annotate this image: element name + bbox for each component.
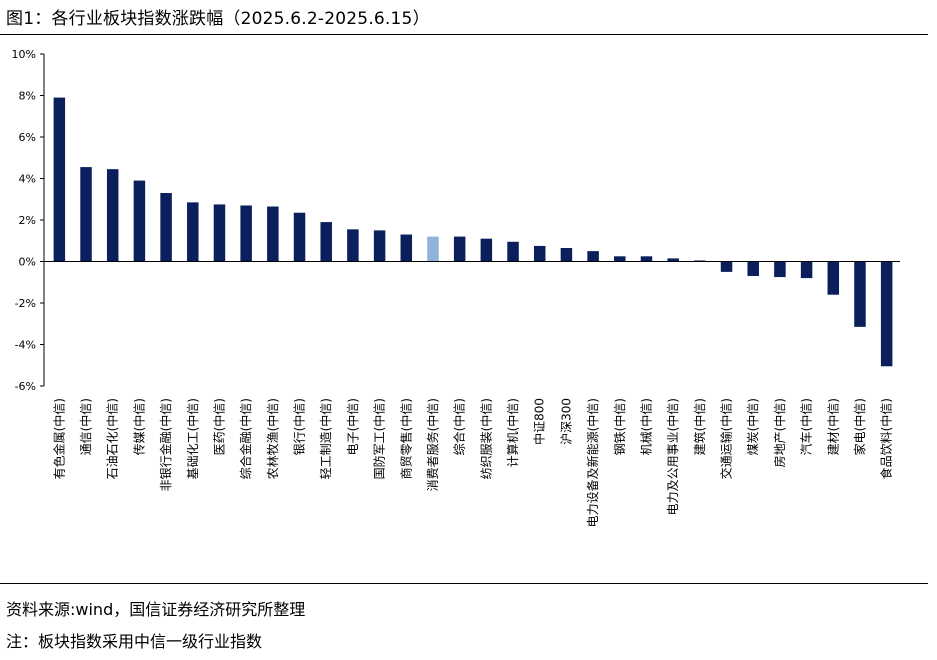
- bar: [106, 169, 119, 262]
- top-rule: [0, 34, 928, 35]
- x-tick-label: 医药(中信): [211, 398, 226, 455]
- source-note: 资料来源:wind，国信证券经济研究所整理: [6, 600, 306, 619]
- y-tick-label: -2%: [15, 297, 36, 310]
- bar: [560, 248, 573, 262]
- bar: [747, 261, 759, 277]
- bar: [480, 238, 493, 262]
- x-tick-label: 家电(中信): [852, 398, 867, 455]
- bar: [427, 236, 439, 262]
- bar: [320, 222, 332, 262]
- x-axis: 有色金属(中信) 通信(中信) 石油石化(中信) 传媒(中信) 非银行金融(中信) 基础化…: [44, 261, 900, 527]
- bar: [640, 256, 653, 262]
- x-tick-label: 电力设备及新能源(中信): [585, 398, 600, 527]
- y-tick-label: 10%: [12, 48, 36, 61]
- bar: [160, 193, 172, 262]
- figure-title: 图1：各行业板块指数涨跌幅（2025.6.2-2025.6.15）: [6, 9, 430, 29]
- bar: [667, 258, 679, 262]
- bar: [507, 241, 519, 262]
- x-tick-label: 电子(中信): [345, 398, 360, 455]
- x-tick-label: 煤炭(中信): [745, 398, 760, 455]
- x-tick-label: 综合金融(中信): [238, 398, 253, 479]
- bar: [720, 261, 733, 272]
- bar: [267, 206, 279, 262]
- x-tick-label: 食品饮料(中信): [879, 398, 894, 479]
- y-tick-label: -4%: [15, 339, 36, 352]
- y-tick-label: -6%: [15, 380, 36, 393]
- bar: [133, 180, 146, 262]
- bar: [187, 202, 199, 262]
- x-tick-label: 钢铁(中信): [612, 398, 627, 455]
- y-tick-label: 4%: [19, 173, 36, 186]
- x-tick-label: 中证800: [532, 398, 547, 445]
- x-tick-label: 计算机(中信): [505, 398, 520, 467]
- x-tick-label: 传媒(中信): [131, 398, 146, 455]
- bar: [587, 251, 599, 262]
- bottom-rule: [0, 583, 928, 584]
- bar: [694, 260, 706, 262]
- bar: [213, 204, 226, 262]
- bar: [533, 245, 546, 262]
- x-tick-label: 有色金属(中信): [51, 398, 66, 479]
- bar: [400, 234, 413, 262]
- bar: [854, 261, 866, 327]
- x-tick-label: 建材(中信): [825, 398, 840, 455]
- x-tick-label: 石油石化(中信): [105, 398, 120, 479]
- x-tick-label: 非银行金融(中信): [158, 398, 173, 491]
- footnote: 注：板块指数采用中信一级行业指数: [6, 632, 263, 651]
- bar: [880, 261, 893, 367]
- bar: [80, 167, 92, 262]
- y-axis: -6% -4% -2% 0% 2% 4% 6% 8% 10%: [12, 48, 45, 393]
- x-tick-label: 房地产(中信): [772, 398, 787, 467]
- x-tick-label: 机械(中信): [638, 398, 653, 455]
- bars: [53, 97, 893, 367]
- x-tick-label: 基础化工(中信): [185, 398, 200, 479]
- x-tick-label: 通信(中信): [78, 398, 93, 455]
- bar: [373, 230, 386, 262]
- x-tick-label: 农林牧渔(中信): [265, 398, 280, 479]
- x-tick-label: 纺织服装(中信): [478, 398, 493, 479]
- bar: [347, 229, 359, 262]
- bar: [53, 97, 66, 262]
- y-tick-label: 0%: [19, 256, 36, 269]
- x-tick-label: 国防军工(中信): [372, 398, 387, 479]
- bar: [453, 236, 466, 262]
- x-tick-label: 建筑(中信): [692, 398, 707, 455]
- bar: [293, 212, 306, 262]
- x-tick-label: 综合(中信): [452, 398, 467, 455]
- x-tick-label: 轻工制造(中信): [318, 398, 333, 479]
- x-tick-label: 汽车(中信): [799, 398, 814, 455]
- bar: [240, 205, 252, 262]
- y-tick-label: 6%: [19, 131, 36, 144]
- x-tick-label: 电力及公用事业(中信): [665, 398, 680, 515]
- x-tick-label: 交通运输(中信): [719, 398, 734, 479]
- bar-chart: -6% -4% -2% 0% 2% 4% 6% 8% 10% 有色金属(中信) 通信(中信) 石油石…: [12, 48, 900, 527]
- x-tick-label: 沪深300: [559, 398, 573, 445]
- bar: [800, 261, 813, 279]
- bar: [774, 261, 786, 278]
- bar: [614, 256, 626, 262]
- x-tick-label: 消费者服务(中信): [425, 398, 440, 491]
- y-tick-label: 8%: [19, 90, 36, 103]
- y-tick-label: 2%: [19, 214, 36, 227]
- x-tick-label: 银行(中信): [292, 398, 307, 455]
- x-tick-label: 商贸零售(中信): [398, 398, 413, 479]
- bar: [827, 261, 840, 295]
